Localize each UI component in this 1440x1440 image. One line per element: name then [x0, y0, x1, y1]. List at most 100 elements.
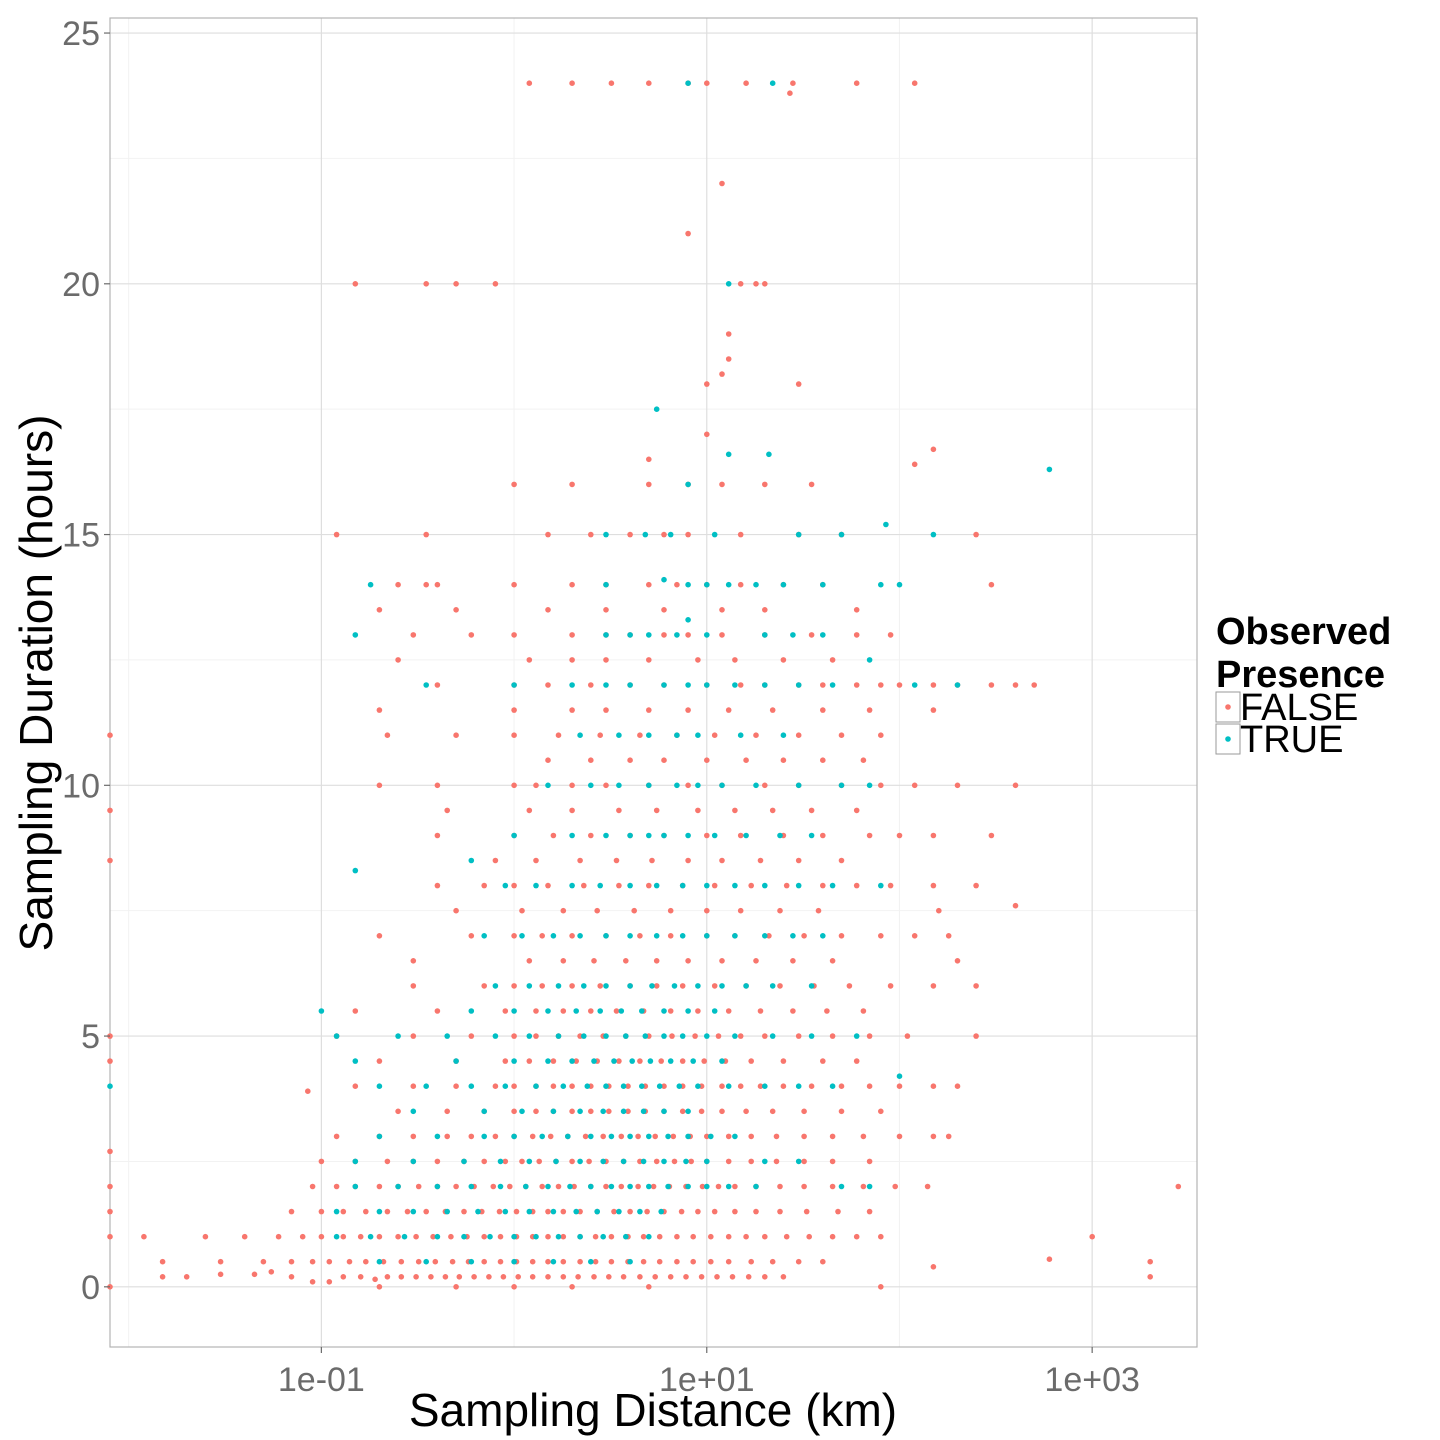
data-point [603, 581, 609, 588]
data-point [704, 933, 710, 939]
data-point [468, 1033, 475, 1039]
data-point [627, 832, 633, 839]
data-point [719, 481, 725, 488]
data-point [588, 531, 594, 538]
data-point [620, 1083, 627, 1089]
data-point [618, 1183, 625, 1190]
data-point [107, 807, 113, 814]
data-point [453, 907, 459, 914]
data-point [352, 1083, 359, 1089]
data-point [649, 983, 655, 989]
data-point [892, 1183, 898, 1190]
data-point [545, 1258, 551, 1265]
data-point [795, 882, 802, 889]
data-point [631, 907, 637, 914]
data-point [288, 1274, 295, 1280]
data-point [384, 732, 391, 738]
data-point [640, 1108, 647, 1115]
data-point [704, 1158, 710, 1165]
data-point [288, 1258, 295, 1265]
data-point [502, 1008, 509, 1014]
data-point [577, 1158, 583, 1165]
data-point [395, 1233, 401, 1240]
data-point [806, 1233, 812, 1240]
data-point [704, 80, 710, 86]
data-point [661, 832, 667, 839]
data-point [777, 1208, 783, 1215]
data-point [853, 80, 860, 86]
data-point [376, 782, 383, 789]
data-point [415, 1258, 422, 1265]
data-point [526, 1158, 533, 1165]
data-point [704, 1033, 710, 1039]
data-point [404, 1208, 411, 1215]
data-point [725, 356, 732, 362]
data-point [646, 732, 652, 738]
data-point [671, 1158, 678, 1165]
data-point [646, 782, 652, 789]
data-point [829, 1183, 836, 1190]
data-point [623, 958, 629, 964]
data-point [930, 983, 937, 989]
data-point [1046, 1256, 1053, 1262]
data-point [820, 1058, 826, 1064]
data-point [692, 1033, 698, 1039]
data-point [376, 607, 383, 613]
data-point [468, 857, 475, 864]
data-point [107, 732, 113, 738]
data-point [453, 607, 459, 613]
data-point [363, 1208, 369, 1215]
data-point [829, 1233, 836, 1240]
data-point [808, 1083, 815, 1089]
data-point [560, 907, 567, 914]
data-point [853, 1233, 860, 1240]
data-point [603, 1083, 609, 1089]
data-point [719, 1083, 725, 1089]
data-point [591, 1058, 597, 1064]
data-point [608, 1233, 615, 1240]
data-point [646, 581, 652, 588]
data-point [511, 1083, 517, 1089]
data-point [685, 1108, 691, 1115]
data-point [448, 1233, 454, 1240]
data-point [623, 1033, 629, 1039]
data-point [685, 531, 691, 538]
data-point [661, 1008, 667, 1014]
data-point [988, 682, 995, 688]
data-point [695, 732, 701, 738]
data-point [656, 1258, 663, 1265]
data-point [468, 1258, 475, 1265]
data-point [829, 1033, 836, 1039]
data-point [376, 1233, 383, 1240]
data-point [507, 1183, 513, 1190]
data-point [820, 707, 826, 713]
data-point [973, 531, 979, 538]
data-point [1012, 682, 1019, 688]
data-point [376, 1058, 383, 1064]
data-point [683, 1274, 689, 1280]
data-point [529, 1133, 536, 1140]
data-point [539, 983, 545, 989]
data-point [497, 1183, 504, 1190]
legend-entry-true: TRUE [1215, 719, 1343, 761]
legend-label: FALSE [1240, 687, 1358, 729]
data-point [725, 1258, 732, 1265]
data-point [637, 1208, 643, 1215]
data-point [526, 1058, 533, 1064]
data-point [627, 1258, 633, 1265]
data-point [769, 707, 776, 713]
data-point [838, 732, 845, 738]
data-point [560, 1258, 567, 1265]
data-point [434, 832, 441, 839]
data-point [309, 1279, 316, 1285]
data-point [988, 832, 995, 839]
data-point [711, 983, 718, 989]
data-point [640, 1158, 647, 1165]
data-point [679, 882, 686, 889]
data-point [748, 1058, 754, 1064]
data-point [594, 907, 600, 914]
data-point [930, 707, 937, 713]
data-point [711, 1008, 718, 1014]
data-point [656, 1233, 663, 1240]
